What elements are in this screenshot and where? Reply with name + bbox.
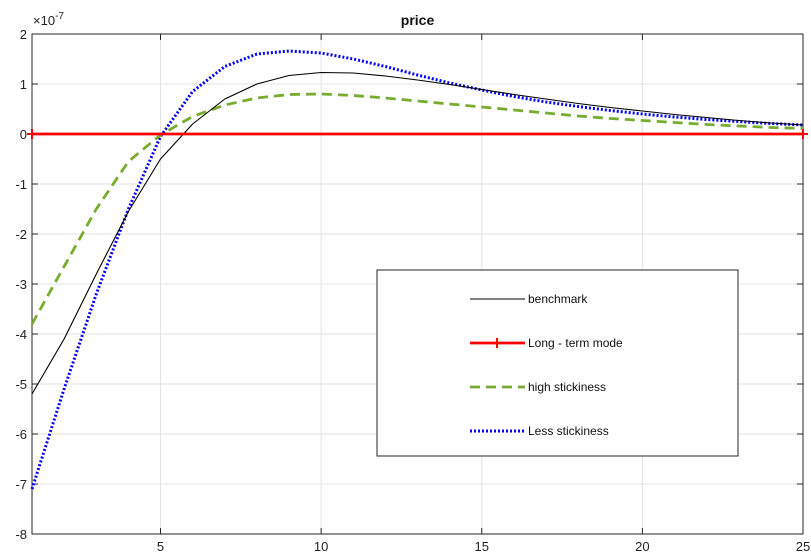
chart-title: price [401,12,435,28]
series-line-benchmark [31,71,804,395]
y-tick-label: -5 [15,377,27,392]
legend-box [376,269,739,457]
legend-label: high stickiness [528,380,606,394]
legend-label: benchmark [528,292,588,306]
y-tick-label: -1 [15,177,27,192]
x-tick-label: 5 [157,539,164,554]
y-tick-label: 0 [20,127,27,142]
y-tick-label: -6 [15,427,27,442]
legend-label: Long - term mode [528,336,623,350]
legend: benchmark Long - term mode high stickiness… [376,269,739,457]
y-tick-label: -3 [15,277,27,292]
series-line-less-stickiness [30,49,804,490]
x-tick-label: 10 [314,539,328,554]
y-exponent-base: ×10 [33,13,55,28]
axis-ticks: 5 10 15 20 25 -8 -7 -6 -5 -4 -3 -2 -1 0 1 2 [15,27,810,554]
series-marker [798,129,808,139]
y-tick-label: -4 [15,327,27,342]
y-tick-label: -8 [15,527,27,542]
x-tick-label: 20 [635,539,649,554]
x-tick-label: 15 [475,539,489,554]
y-tick-label: -7 [15,477,27,492]
y-tick-label: -2 [15,227,27,242]
series-group [27,49,808,490]
y-exponent-power: -7 [55,11,64,22]
series-marker [27,129,37,139]
y-axis-exponent: ×10-7 [33,11,64,28]
x-tick-label: 25 [796,539,810,554]
legend-label: Less stickiness [528,424,609,438]
y-tick-label: 2 [20,27,27,42]
y-tick-label: 1 [20,77,27,92]
